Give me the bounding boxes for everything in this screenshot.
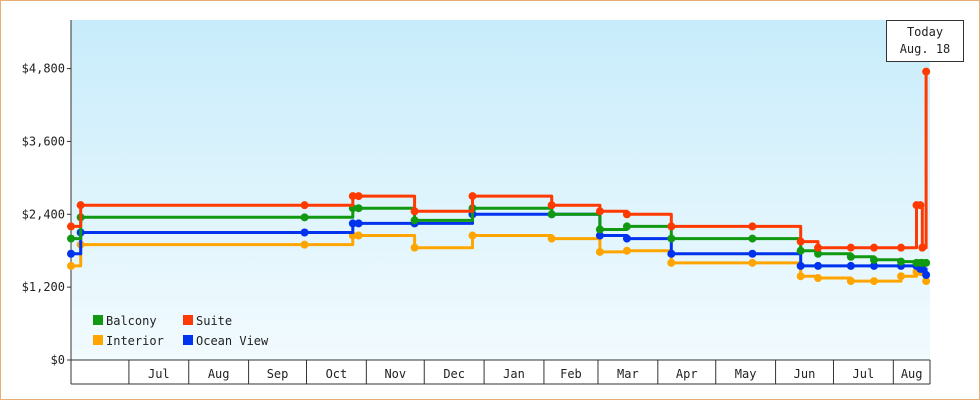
data-point — [622, 210, 631, 219]
data-point — [67, 222, 75, 231]
data-point — [748, 234, 757, 243]
data-point — [897, 243, 906, 252]
data-point — [300, 201, 309, 210]
data-point — [796, 237, 805, 246]
x-tick-label: Aug — [901, 367, 923, 381]
x-tick-label: Jul — [148, 367, 170, 381]
legend-label: Suite — [196, 314, 232, 328]
today-label: Today — [906, 25, 944, 39]
legend-swatch — [183, 335, 193, 345]
data-point — [410, 207, 419, 216]
data-point — [667, 258, 676, 267]
data-point — [870, 255, 879, 264]
data-point — [814, 243, 823, 252]
x-tick-label: Jun — [794, 367, 816, 381]
x-tick-label: Feb — [560, 367, 582, 381]
legend-label: Interior — [106, 334, 164, 348]
data-point — [595, 231, 604, 240]
y-tick-label: $4,800 — [22, 62, 65, 76]
data-point — [595, 207, 604, 216]
data-point — [348, 192, 357, 201]
x-tick-label: Jul — [853, 367, 875, 381]
legend-swatch — [183, 315, 193, 325]
data-point — [918, 243, 927, 252]
x-tick-label: Apr — [676, 367, 698, 381]
data-point — [547, 234, 556, 243]
data-point — [748, 258, 757, 267]
data-point — [748, 249, 757, 258]
data-point — [67, 261, 75, 270]
y-tick-label: $2,400 — [22, 207, 65, 221]
x-tick-label: May — [735, 367, 757, 381]
x-tick-label: Aug — [208, 367, 230, 381]
data-point — [870, 277, 879, 286]
data-point — [300, 213, 309, 222]
data-point — [67, 249, 75, 258]
data-point — [354, 219, 363, 228]
data-point — [748, 222, 757, 231]
x-tick-label: Oct — [326, 367, 348, 381]
series-suite — [67, 67, 931, 252]
data-point — [796, 272, 805, 281]
data-point — [796, 246, 805, 255]
data-point — [922, 258, 931, 267]
data-point — [897, 257, 906, 266]
data-point — [547, 210, 556, 219]
data-point — [67, 234, 75, 243]
x-tick-label: Mar — [617, 367, 639, 381]
data-point — [595, 225, 604, 234]
data-point — [846, 252, 855, 261]
data-point — [354, 231, 363, 240]
data-point — [814, 261, 823, 270]
data-point — [622, 246, 631, 255]
data-point — [300, 240, 309, 249]
x-tick-label: Nov — [384, 367, 406, 381]
data-point — [354, 204, 363, 213]
data-point — [410, 243, 419, 252]
data-point — [622, 222, 631, 231]
data-point — [918, 264, 927, 273]
data-point — [76, 201, 85, 210]
data-point — [922, 67, 931, 76]
x-tick-label: Dec — [443, 367, 465, 381]
data-point — [595, 247, 604, 256]
data-point — [410, 216, 419, 225]
data-point — [667, 249, 676, 258]
data-point — [667, 234, 676, 243]
data-point — [468, 231, 477, 240]
data-point — [354, 192, 363, 201]
data-point — [897, 272, 906, 281]
data-point — [796, 261, 805, 270]
y-tick-label: $0 — [51, 353, 65, 367]
data-point — [922, 271, 931, 279]
data-point — [846, 243, 855, 252]
y-tick-label: $1,200 — [22, 280, 65, 294]
x-tick-label: Jan — [503, 367, 525, 381]
data-point — [622, 234, 631, 243]
data-point — [846, 277, 855, 286]
data-point — [814, 249, 823, 258]
today-marker: Today Aug. 18 — [886, 20, 964, 62]
data-point — [916, 201, 925, 210]
data-point — [846, 261, 855, 270]
data-point — [348, 219, 357, 228]
y-tick-label: $3,600 — [22, 134, 65, 148]
data-point — [870, 261, 879, 270]
legend-swatch — [93, 335, 103, 345]
legend-swatch — [93, 315, 103, 325]
data-point — [547, 201, 556, 210]
data-point — [468, 192, 477, 201]
today-date: Aug. 18 — [899, 42, 951, 56]
legend-label: Balcony — [106, 314, 157, 328]
data-point — [300, 228, 309, 237]
data-point — [667, 222, 676, 231]
legend-label: Ocean View — [196, 334, 269, 348]
x-tick-label: Sep — [267, 367, 289, 381]
data-point — [922, 277, 931, 286]
data-point — [870, 243, 879, 252]
plot-area — [71, 20, 930, 360]
data-point — [814, 274, 823, 283]
